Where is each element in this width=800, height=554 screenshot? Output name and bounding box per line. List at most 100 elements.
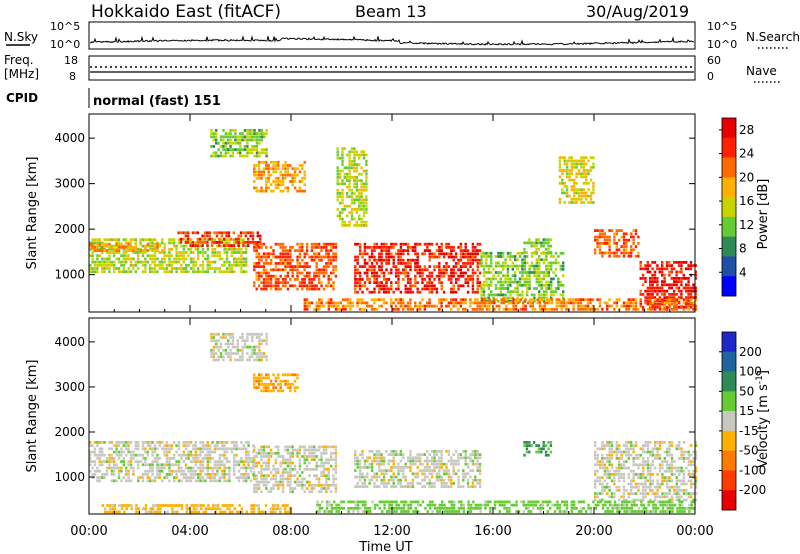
colorbar-swatch (722, 332, 736, 353)
scatter-region (336, 147, 368, 227)
freq-tick-top: 18 (64, 54, 78, 67)
colorbar-swatch (722, 490, 736, 511)
y-tick-label: 2000 (54, 222, 85, 236)
y-tick-label: 1000 (54, 268, 85, 282)
velocity-ylabel: Slant Range [km] (25, 360, 40, 473)
colorbar-swatch (722, 256, 736, 277)
colorbar-swatch (722, 470, 736, 491)
colorbar-tick-label: 8 (739, 242, 747, 256)
colorbar-tick-label: 24 (739, 147, 754, 161)
nsky-trace (90, 35, 695, 46)
scatter-region (523, 238, 553, 254)
power-panel: 1000 2000 3000 4000 Slant Range [km] 4 8 12 16… (25, 113, 771, 313)
scatter-region (89, 242, 166, 252)
scatter-region (253, 373, 299, 393)
freq-panel: Freq. [MHz] 18 8 60 0 Nave (4, 53, 780, 83)
colorbar-tick-label: 4 (739, 265, 747, 279)
date-label: 30/Aug/2019 (586, 2, 689, 21)
scatter-region (210, 332, 268, 362)
colorbar-tick-label: -15 (739, 424, 759, 438)
scatter-region (89, 441, 255, 483)
colorbar-tick-label: 12 (739, 218, 754, 232)
scatter-region (480, 251, 565, 303)
colorbar-swatch (722, 450, 736, 471)
power-plot-area (89, 129, 698, 311)
cpid-label: CPID (6, 91, 38, 105)
scatter-region (253, 445, 338, 494)
x-tick-label: 20:00 (575, 524, 612, 539)
colorbar-swatch (722, 391, 736, 412)
nave-label: Nave (746, 64, 777, 78)
colorbar-tick-label: -50 (739, 444, 759, 458)
scatter-region (303, 298, 698, 311)
velocity-colorbar: 200 100 50 15 -15 -50 -100 -200 (719, 331, 766, 511)
colorbar-swatch (722, 371, 736, 392)
nsky-panel: N.Sky 10^5 10^0 10^5 10^0 N.Search (4, 20, 800, 51)
scatter-region (594, 229, 640, 258)
freq-tick-bottom: 8 (69, 70, 76, 83)
x-tick-label: 04:00 (171, 524, 208, 539)
power-colorbar: 4 8 12 16 20 24 28 (719, 117, 754, 297)
y-tick-label: 1000 (54, 470, 85, 484)
velocity-plot-area (89, 332, 698, 514)
y-tick-label: 3000 (54, 177, 85, 191)
x-tick-label: 16:00 (474, 524, 511, 539)
x-tick-label: 00:00 (676, 524, 713, 539)
nave-tick-top: 60 (707, 54, 721, 67)
colorbar-swatch (722, 137, 736, 158)
scatter-region (594, 441, 698, 502)
colorbar-swatch (722, 157, 736, 178)
power-colorbar-label: Power [dB] (756, 179, 771, 250)
scatter-region (354, 450, 482, 488)
scatter-region (316, 500, 696, 513)
colorbar-swatch (722, 351, 736, 372)
scatter-region (253, 242, 338, 291)
y-tick-label: 4000 (54, 131, 85, 145)
freq-label-line2: [MHz] (4, 67, 39, 81)
x-tick-label: 08:00 (272, 524, 309, 539)
scatter-region (253, 160, 306, 193)
velocity-colorbar-label: Velocity [m s-1] (755, 370, 771, 468)
velocity-panel: 1000 2000 3000 4000 Slant Range [km] 200 100… (25, 317, 771, 515)
nsky-tick-top: 10^5 (50, 20, 80, 33)
colorbar-swatch (722, 118, 736, 139)
y-tick-label: 3000 (54, 380, 85, 394)
scatter-region (89, 238, 248, 274)
nsearch-tick-top: 10^5 (707, 20, 737, 33)
colorbar-swatch (722, 411, 736, 432)
x-tick-label: 00:00 (70, 524, 107, 539)
nsearch-tick-bottom: 10^0 (707, 38, 737, 51)
colorbar-tick-label: 16 (739, 194, 754, 208)
nsearch-label: N.Search (746, 30, 800, 44)
colorbar-tick-label: 200 (739, 345, 762, 359)
nsky-label: N.Sky (4, 30, 38, 44)
time-axis: 00:00 04:00 08:00 12:00 16:00 20:00 00:00 (70, 114, 714, 539)
colorbar-tick-label: -100 (739, 463, 766, 477)
colorbar-tick-label: -200 (739, 483, 766, 497)
nave-tick-bottom: 0 (707, 70, 714, 83)
colorbar-swatch (722, 430, 736, 451)
colorbar-swatch (722, 236, 736, 257)
nsky-tick-bottom: 10^0 (50, 38, 80, 51)
colorbar-tick-label: 50 (739, 384, 754, 398)
colorbar-tick-label: 100 (739, 365, 762, 379)
y-tick-label: 4000 (54, 335, 85, 349)
colorbar-swatch (722, 276, 736, 297)
colorbar-swatch (722, 216, 736, 237)
scatter-region (558, 156, 595, 204)
y-tick-label: 2000 (54, 425, 85, 439)
scatter-region (101, 504, 292, 514)
x-tick-label: 12:00 (373, 524, 410, 539)
colorbar-tick-label: 15 (739, 404, 754, 418)
figure-title: Hokkaido East (fitACF) (91, 2, 281, 22)
scatter-region (177, 231, 262, 247)
colorbar-swatch (722, 177, 736, 198)
beam-label: Beam 13 (355, 2, 427, 21)
scatter-region (210, 129, 268, 158)
nsky-frame (88, 21, 696, 50)
time-axis-label: Time UT (358, 540, 412, 554)
freq-frame (88, 55, 696, 81)
colorbar-tick-label: 20 (739, 170, 754, 184)
freq-label-line1: Freq. (4, 53, 34, 67)
